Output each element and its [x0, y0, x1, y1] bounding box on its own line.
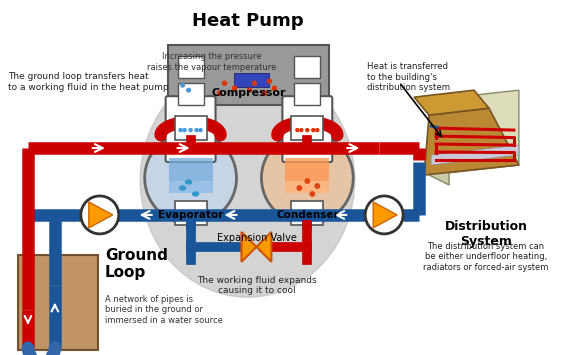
Circle shape: [199, 129, 202, 132]
Polygon shape: [431, 145, 519, 165]
Circle shape: [253, 81, 257, 85]
Circle shape: [310, 192, 315, 196]
Bar: [168, 181, 212, 193]
Circle shape: [316, 129, 319, 132]
Circle shape: [267, 79, 271, 83]
Circle shape: [218, 91, 221, 95]
Text: A network of pipes is
buried in the ground or
immersed in a water source: A network of pipes is buried in the grou…: [105, 295, 223, 324]
Text: Heat is transferred
to the building's
distribution system: Heat is transferred to the building's di…: [367, 62, 450, 92]
Bar: [285, 181, 329, 193]
Circle shape: [300, 129, 303, 132]
Ellipse shape: [193, 192, 198, 196]
Text: The working fluid expands
causing it to cool: The working fluid expands causing it to …: [197, 276, 316, 295]
Text: Ground
Loop: Ground Loop: [105, 248, 168, 280]
Circle shape: [145, 132, 237, 224]
Ellipse shape: [140, 63, 355, 297]
Polygon shape: [89, 202, 113, 228]
Polygon shape: [424, 108, 519, 175]
Bar: [294, 83, 320, 105]
Bar: [18, 255, 98, 350]
Circle shape: [262, 132, 353, 224]
FancyBboxPatch shape: [282, 96, 332, 162]
Circle shape: [195, 129, 198, 132]
Bar: [177, 56, 203, 78]
Circle shape: [315, 184, 320, 188]
Circle shape: [81, 196, 119, 234]
Polygon shape: [414, 90, 489, 115]
Polygon shape: [373, 202, 397, 228]
Text: The distribution system can
be either underfloor heating,
radiators or forced-ai: The distribution system can be either un…: [423, 242, 549, 272]
Circle shape: [272, 86, 276, 90]
Text: Distribution
System: Distribution System: [445, 220, 528, 248]
Circle shape: [181, 83, 184, 87]
Circle shape: [183, 129, 186, 132]
Bar: [234, 73, 270, 87]
Circle shape: [179, 129, 182, 132]
Circle shape: [189, 129, 192, 132]
Text: Condenser: Condenser: [276, 210, 338, 220]
Bar: [175, 116, 207, 140]
Polygon shape: [241, 232, 257, 262]
Bar: [177, 83, 203, 105]
Circle shape: [187, 88, 190, 92]
Text: Increasing the pressure
raises the vapour temperature: Increasing the pressure raises the vapou…: [147, 52, 276, 72]
Circle shape: [233, 86, 237, 90]
Bar: [168, 158, 212, 193]
FancyBboxPatch shape: [166, 96, 215, 162]
Polygon shape: [257, 232, 271, 262]
Circle shape: [306, 129, 309, 132]
Bar: [292, 201, 323, 225]
Text: Expansion Valve: Expansion Valve: [216, 233, 297, 243]
Text: The ground loop transfers heat
to a working fluid in the heat pump: The ground loop transfers heat to a work…: [8, 72, 168, 92]
Polygon shape: [429, 90, 519, 175]
Circle shape: [297, 186, 302, 190]
Ellipse shape: [185, 180, 192, 184]
Circle shape: [262, 91, 267, 95]
Circle shape: [312, 129, 315, 132]
Text: Heat Pump: Heat Pump: [192, 12, 303, 31]
Bar: [175, 201, 207, 225]
Text: Compressor: Compressor: [211, 88, 286, 98]
Circle shape: [223, 81, 227, 85]
Ellipse shape: [180, 186, 185, 190]
Bar: [285, 158, 329, 193]
Bar: [294, 56, 320, 78]
Circle shape: [305, 179, 310, 183]
FancyBboxPatch shape: [168, 45, 329, 105]
Bar: [292, 116, 323, 140]
Polygon shape: [429, 100, 449, 185]
Circle shape: [365, 196, 403, 234]
Circle shape: [247, 88, 251, 92]
Text: Evaporator: Evaporator: [158, 210, 223, 220]
Circle shape: [296, 129, 299, 132]
